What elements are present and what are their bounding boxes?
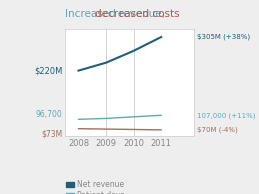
Text: 107,000 (+11%): 107,000 (+11%) <box>197 112 255 119</box>
Text: decreased costs: decreased costs <box>95 9 179 19</box>
Text: $220M: $220M <box>34 66 62 75</box>
Text: $305M (+38%): $305M (+38%) <box>197 34 250 40</box>
Text: $73M: $73M <box>41 129 62 138</box>
Legend: Net revenue, Patient days, Nursing labor costs: Net revenue, Patient days, Nursing labor… <box>66 180 151 194</box>
Text: Increased revenue,: Increased revenue, <box>65 9 168 19</box>
Text: 96,700: 96,700 <box>35 110 62 119</box>
Text: $70M (-4%): $70M (-4%) <box>197 127 238 133</box>
